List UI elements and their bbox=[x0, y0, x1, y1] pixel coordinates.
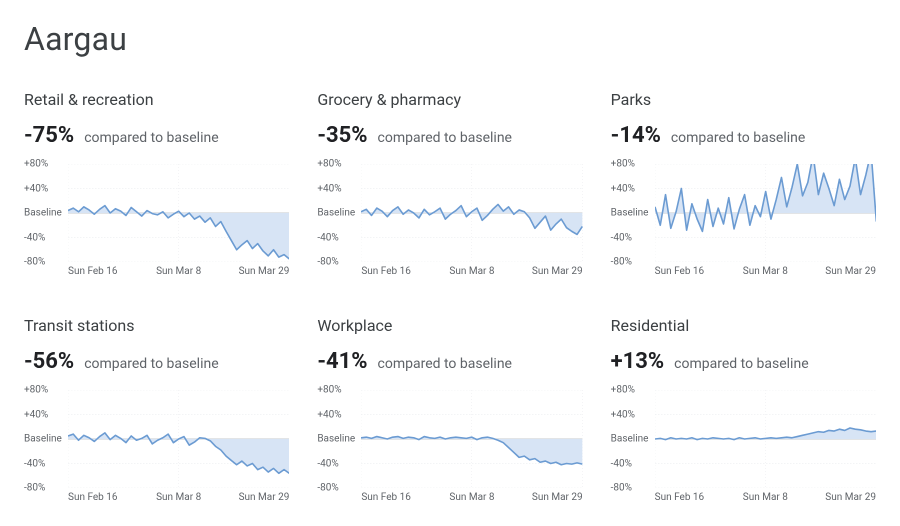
y-axis-label: +40% bbox=[611, 409, 635, 420]
y-axis-label: -40% bbox=[24, 232, 45, 243]
panel-title: Retail & recreation bbox=[24, 90, 289, 109]
chart: +80% +40% Baseline -40% -80% Sun Feb 16 Sun Ma… bbox=[611, 160, 876, 280]
plot-area bbox=[655, 164, 876, 262]
stat-value: -56% bbox=[24, 349, 74, 374]
chart-grid: Retail & recreation -75% compared to basel… bbox=[24, 90, 876, 506]
y-axis-label: Baseline bbox=[24, 434, 62, 445]
stat-value: -14% bbox=[611, 123, 661, 148]
stat-row: +13% compared to baseline bbox=[611, 349, 876, 374]
plot-area bbox=[68, 164, 289, 262]
chart: +80% +40% Baseline -40% -80% Sun Feb 16 Sun Ma… bbox=[317, 386, 582, 506]
panel-transit: Transit stations -56% compared to baseline… bbox=[24, 316, 289, 506]
panel-title: Workplace bbox=[317, 316, 582, 335]
x-axis-label: Sun Feb 16 bbox=[361, 492, 411, 503]
stat-value: -41% bbox=[317, 349, 367, 374]
y-axis-label: +40% bbox=[611, 183, 635, 194]
y-axis-label: +80% bbox=[317, 385, 341, 396]
x-axis-label: Sun Feb 16 bbox=[68, 266, 118, 277]
stat-subtitle: compared to baseline bbox=[674, 356, 808, 372]
x-axis-label: Sun Mar 8 bbox=[743, 266, 788, 277]
panel-retail: Retail & recreation -75% compared to basel… bbox=[24, 90, 289, 280]
y-axis-label: +80% bbox=[317, 159, 341, 170]
y-axis-label: +40% bbox=[317, 409, 341, 420]
x-axis-label: Sun Mar 8 bbox=[156, 266, 201, 277]
y-axis-label: -40% bbox=[24, 458, 45, 469]
x-axis-label: Sun Mar 29 bbox=[532, 492, 583, 503]
x-axis-label: Sun Mar 29 bbox=[239, 492, 290, 503]
panel-parks: Parks -14% compared to baseline +80% +40% Bas… bbox=[611, 90, 876, 280]
x-axis-label: Sun Mar 29 bbox=[825, 266, 876, 277]
y-axis-label: -80% bbox=[24, 257, 45, 268]
chart: +80% +40% Baseline -40% -80% Sun Feb 16 Sun Ma… bbox=[611, 386, 876, 506]
y-axis-label: Baseline bbox=[611, 208, 649, 219]
y-axis-label: +40% bbox=[24, 183, 48, 194]
stat-subtitle: compared to baseline bbox=[671, 130, 805, 146]
y-axis-label: +80% bbox=[611, 385, 635, 396]
y-axis-label: -40% bbox=[317, 232, 338, 243]
stat-subtitle: compared to baseline bbox=[84, 356, 218, 372]
panel-title: Parks bbox=[611, 90, 876, 109]
page-title: Aargau bbox=[24, 20, 876, 58]
y-axis-label: +40% bbox=[24, 409, 48, 420]
y-axis-label: -80% bbox=[611, 483, 632, 494]
y-axis-label: Baseline bbox=[317, 208, 355, 219]
panel-residential: Residential+13%compared to baseline+80%+… bbox=[611, 316, 876, 506]
x-axis-label: Sun Mar 8 bbox=[743, 492, 788, 503]
stat-row: -35% compared to baseline bbox=[317, 123, 582, 148]
panel-title: Grocery & pharmacy bbox=[317, 90, 582, 109]
x-axis-label: Sun Feb 16 bbox=[68, 492, 118, 503]
panel-grocery: Grocery & pharmacy -35% compared to baseli… bbox=[317, 90, 582, 280]
stat-subtitle: compared to baseline bbox=[378, 356, 512, 372]
x-axis: Sun Feb 16 Sun Mar 8 Sun Mar 29 bbox=[68, 492, 289, 506]
stat-row: -14% compared to baseline bbox=[611, 123, 876, 148]
y-axis-label: -80% bbox=[317, 257, 338, 268]
stat-value: +13% bbox=[611, 349, 665, 374]
y-axis-label: +80% bbox=[611, 159, 635, 170]
x-axis: Sun Feb 16 Sun Mar 8 Sun Mar 29 bbox=[655, 492, 876, 506]
y-axis-label: +80% bbox=[24, 159, 48, 170]
plot-area bbox=[361, 390, 582, 488]
stat-subtitle: compared to baseline bbox=[84, 130, 218, 146]
y-axis-label: +40% bbox=[317, 183, 341, 194]
chart: +80% +40% Baseline -40% -80% Sun Feb 16 Sun Ma… bbox=[317, 160, 582, 280]
stat-row: -56% compared to baseline bbox=[24, 349, 289, 374]
x-axis-label: Sun Mar 8 bbox=[449, 266, 494, 277]
x-axis: Sun Feb 16 Sun Mar 8 Sun Mar 29 bbox=[361, 492, 582, 506]
x-axis-label: Sun Feb 16 bbox=[655, 492, 705, 503]
y-axis-label: -80% bbox=[611, 257, 632, 268]
stat-row: -75% compared to baseline bbox=[24, 123, 289, 148]
y-axis-label: -40% bbox=[317, 458, 338, 469]
series-fill bbox=[68, 206, 289, 259]
y-axis-label: -40% bbox=[611, 232, 632, 243]
x-axis-label: Sun Mar 29 bbox=[825, 492, 876, 503]
x-axis-label: Sun Mar 29 bbox=[239, 266, 290, 277]
y-axis-label: -80% bbox=[317, 483, 338, 494]
x-axis-label: Sun Mar 8 bbox=[156, 492, 201, 503]
y-axis-label: -80% bbox=[24, 483, 45, 494]
plot-area bbox=[361, 164, 582, 262]
y-axis-label: +80% bbox=[24, 385, 48, 396]
chart: +80% +40% Baseline -40% -80% Sun Feb 16 Sun Ma… bbox=[24, 386, 289, 506]
y-axis-label: Baseline bbox=[317, 434, 355, 445]
chart: +80% +40% Baseline -40% -80% Sun Feb 16 Sun Ma… bbox=[24, 160, 289, 280]
x-axis: Sun Feb 16 Sun Mar 8 Sun Mar 29 bbox=[655, 266, 876, 280]
panel-title: Residential bbox=[611, 316, 876, 335]
y-axis-label: Baseline bbox=[611, 434, 649, 445]
x-axis: Sun Feb 16 Sun Mar 8 Sun Mar 29 bbox=[68, 266, 289, 280]
stat-value: -35% bbox=[317, 123, 367, 148]
x-axis-label: Sun Feb 16 bbox=[361, 266, 411, 277]
x-axis-label: Sun Mar 29 bbox=[532, 266, 583, 277]
x-axis-label: Sun Mar 8 bbox=[449, 492, 494, 503]
stat-row: -41% compared to baseline bbox=[317, 349, 582, 374]
panel-workplace: Workplace -41% compared to baseline +80% +40… bbox=[317, 316, 582, 506]
stat-value: -75% bbox=[24, 123, 74, 148]
stat-subtitle: compared to baseline bbox=[378, 130, 512, 146]
plot-area bbox=[68, 390, 289, 488]
x-axis-label: Sun Feb 16 bbox=[655, 266, 705, 277]
y-axis-label: Baseline bbox=[24, 208, 62, 219]
x-axis: Sun Feb 16 Sun Mar 8 Sun Mar 29 bbox=[361, 266, 582, 280]
plot-area bbox=[655, 390, 876, 488]
panel-title: Transit stations bbox=[24, 316, 289, 335]
y-axis-label: -40% bbox=[611, 458, 632, 469]
